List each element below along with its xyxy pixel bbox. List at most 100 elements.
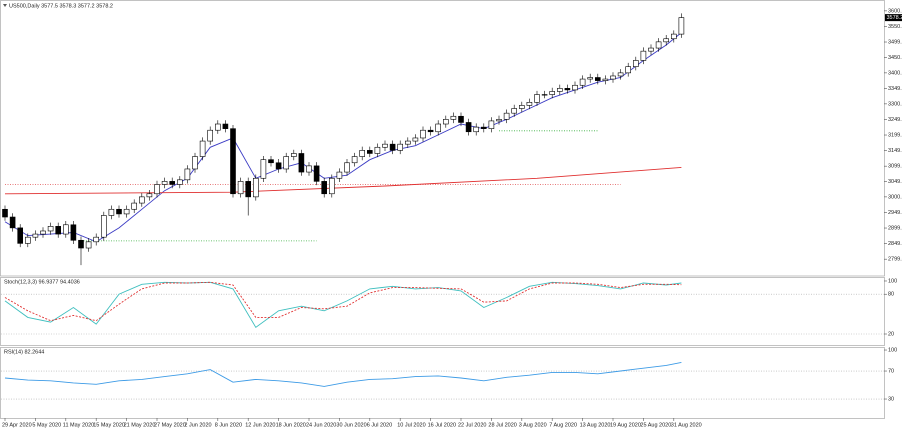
- candle-body: [594, 77, 601, 81]
- candle-body: [222, 123, 229, 129]
- x-tick-label: 6 Jul 2020: [367, 422, 392, 428]
- candle-body: [435, 123, 442, 133]
- candle-body: [602, 78, 609, 81]
- candle-body: [465, 122, 472, 133]
- x-tick-label: 31 Aug 2020: [671, 422, 702, 428]
- y-tick-label: 3400.0: [888, 70, 902, 76]
- indicator-line: [4, 361, 682, 387]
- candle-body: [632, 60, 639, 67]
- candle-body: [47, 226, 54, 232]
- candle-body: [496, 119, 502, 122]
- indicator-line: [4, 281, 682, 329]
- candle-body: [678, 17, 685, 35]
- candle-body: [177, 179, 183, 185]
- candle-body: [192, 156, 198, 170]
- candle-body: [207, 129, 213, 142]
- candle-body: [336, 171, 343, 179]
- candle-body: [458, 115, 464, 123]
- x-tick-label: 7 Aug 2020: [549, 422, 577, 428]
- y-tick-label: 3000.0: [888, 194, 902, 200]
- candle-body: [230, 128, 236, 195]
- candle-body: [670, 33, 677, 40]
- y-tick-label: 70: [888, 368, 894, 374]
- x-tick-label: 19 Aug 2020: [610, 422, 641, 428]
- x-tick-label: 5 May 2020: [32, 422, 61, 428]
- candle-body: [313, 165, 320, 182]
- candle-body: [518, 105, 525, 109]
- candle-body: [404, 140, 411, 145]
- candle-body: [526, 102, 533, 106]
- x-tick-label: 25 Aug 2020: [640, 422, 671, 428]
- candle-body: [625, 66, 632, 74]
- candle-body: [290, 153, 297, 157]
- x-tick-label: 13 Aug 2020: [580, 422, 611, 428]
- candle-body: [199, 140, 206, 157]
- candle-body: [511, 108, 518, 114]
- y-tick-label: 3499.5: [888, 39, 902, 45]
- candle-body: [564, 88, 571, 91]
- candle-body: [17, 227, 24, 244]
- candle-body: [488, 120, 495, 129]
- stoch-pane: [0, 277, 885, 346]
- candle-body: [215, 123, 221, 131]
- y-tick-label: 80: [888, 292, 894, 298]
- candle-body: [389, 143, 396, 151]
- candle-body: [116, 208, 122, 215]
- candle-body: [450, 115, 457, 120]
- collapse-icon: [3, 4, 7, 7]
- main-pane: [0, 0, 885, 277]
- x-tick-label: 29 Apr 2020: [2, 422, 32, 428]
- x-tick-label: 8 Jun 2020: [215, 422, 242, 428]
- candle-body: [154, 184, 160, 195]
- candle-body: [283, 156, 290, 170]
- candle-body: [85, 241, 92, 249]
- x-tick-label: 2 Jun 2020: [184, 422, 211, 428]
- candle-body: [640, 50, 647, 61]
- candle-body: [306, 165, 312, 173]
- x-tick-label: 3 Aug 2020: [519, 422, 547, 428]
- price-tag-label: 3578.2: [887, 15, 902, 21]
- candle-body: [245, 181, 251, 198]
- candle-body: [541, 94, 548, 96]
- candle-body: [617, 72, 624, 77]
- candle-body: [397, 143, 404, 151]
- candle-body: [610, 75, 616, 80]
- candle-body: [473, 126, 480, 133]
- y-tick-label: 3149.5: [888, 148, 902, 154]
- y-tick-label: 3450.0: [888, 55, 902, 61]
- y-tick-label: 3600.0: [888, 8, 902, 14]
- indicator-line: [4, 281, 682, 322]
- y-tick-label: 3049.5: [888, 179, 902, 185]
- price-tag: [885, 14, 902, 22]
- rsi-title: RSI(14) 82.2644: [4, 349, 44, 355]
- rsi-pane: [0, 347, 885, 419]
- candle-body: [480, 126, 487, 129]
- candle-body: [108, 208, 115, 216]
- candle-body: [268, 159, 274, 164]
- candle-body: [366, 150, 373, 154]
- y-tick-label: 3199.5: [888, 132, 902, 138]
- y-tick-label: 3349.5: [888, 86, 902, 92]
- candle-body: [579, 78, 586, 86]
- y-tick-label: 3550.0: [888, 24, 902, 30]
- candle-body: [161, 181, 168, 185]
- candle-body: [131, 202, 137, 210]
- candle-body: [62, 224, 69, 235]
- candle-body: [351, 156, 358, 164]
- candle-body: [359, 150, 366, 157]
- y-tick-label: 3249.5: [888, 117, 902, 123]
- main-title: US500,Daily 3577.5 3578.3 3577.2 3578.2: [9, 3, 113, 9]
- x-tick-label: 27 May 2020: [154, 422, 186, 428]
- candle-body: [655, 41, 662, 49]
- candle-body: [420, 129, 426, 139]
- y-tick-label: 100: [888, 347, 897, 353]
- y-tick-label: 2949.5: [888, 210, 902, 216]
- candle-body: [78, 239, 84, 249]
- candle-body: [344, 162, 350, 173]
- candle-body: [139, 196, 145, 204]
- y-tick-label: 2899.5: [888, 225, 902, 231]
- candle-body: [184, 168, 191, 181]
- candle-body: [146, 193, 153, 198]
